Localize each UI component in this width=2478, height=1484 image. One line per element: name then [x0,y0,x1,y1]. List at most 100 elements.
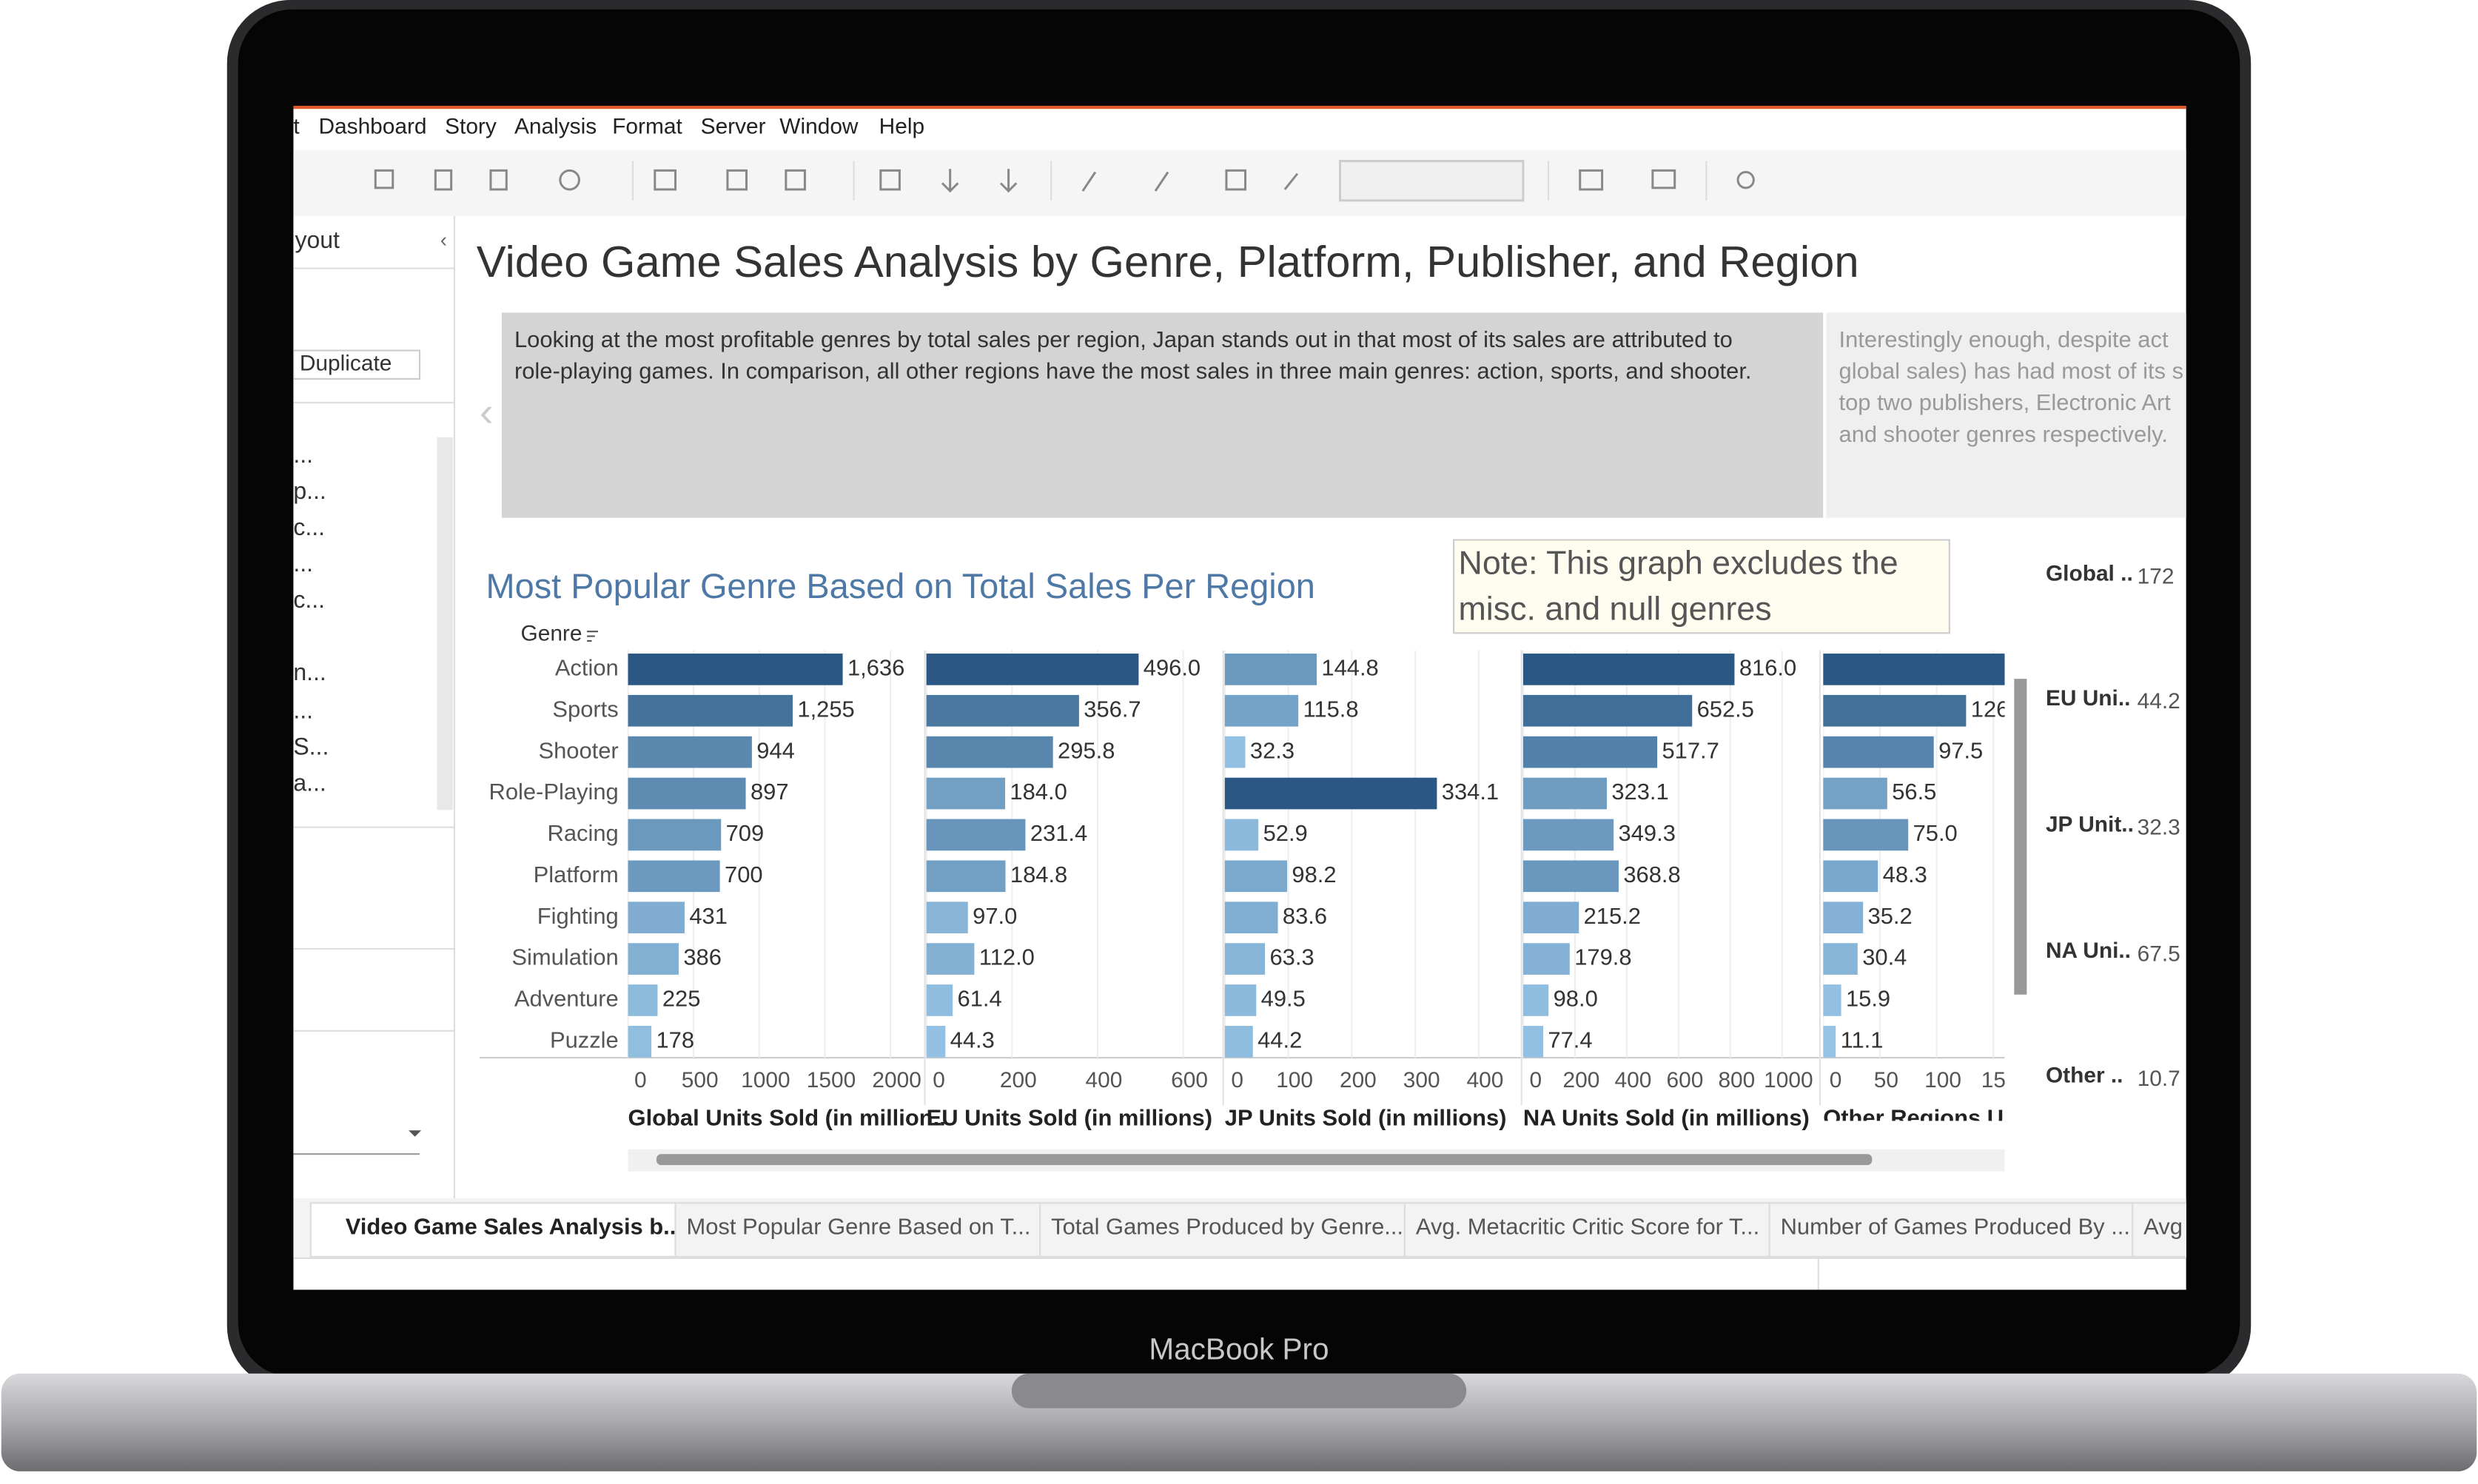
value-label: 295.8 [1058,737,1115,763]
icon [785,169,806,191]
bar [1522,736,1658,768]
menu-item[interactable]: Dashboard [318,115,426,139]
tab-label[interactable]: Video Game Sales Analysis b... [346,1214,682,1240]
x-axis-title: JP Units Sold (in millions) [1225,1104,1507,1130]
x-tick-label: 200 [1340,1068,1377,1092]
menu-item[interactable]: Help [879,115,924,139]
horizontal-scrollbar[interactable] [656,1154,1873,1166]
story-point[interactable] [1826,312,2186,518]
tab[interactable] [2132,1202,2195,1258]
menu-item[interactable]: t [293,115,300,139]
value-label: 944 [756,737,795,763]
x-tick-label: 400 [1615,1068,1652,1092]
value-label: 816.0 [1739,655,1796,681]
summary-label: NA Uni.. [2046,939,2131,963]
x-axis-title: NA Units Sold (in millions) [1523,1104,1810,1130]
x-tick-label: 0 [933,1068,945,1092]
icon [1154,171,1169,192]
menu-item[interactable]: Story [445,115,497,139]
story-line: role-playing games. In comparison, all o… [514,358,1752,384]
vertical-scrollbar[interactable] [2014,679,2027,995]
bar [1823,984,1841,1016]
menu-item[interactable]: Server [701,115,766,139]
y-tick-label: Platform [534,862,619,887]
duplicate-button[interactable] [293,349,421,380]
bar [628,943,679,975]
bar [628,736,752,768]
x-tick-label: 500 [682,1068,719,1092]
x-axis-title: Other Regions U.. [1823,1104,2016,1130]
bar [926,694,1079,727]
dropdown[interactable] [1339,160,1525,202]
sort-icon[interactable] [587,631,599,642]
value-label: 63.3 [1269,944,1314,970]
value-label: 56.5 [1892,779,1936,805]
value-label: 386 [683,944,722,970]
bar [628,654,843,685]
tab-label[interactable]: Total Games Produced by Genre... [1051,1214,1403,1240]
value-label: 48.3 [1883,862,1927,887]
tab-label[interactable]: Avg. Metacritic Critic Score for T... [1416,1214,1759,1240]
value-label: 431 [689,903,728,929]
tab[interactable] [1039,1202,1406,1258]
sidebar-item[interactable]: a... [293,770,326,796]
base-notch [1011,1373,1467,1409]
bar [1522,902,1579,934]
value-label: 517.7 [1662,737,1719,763]
sidebar-item[interactable]: c... [293,514,325,540]
duplicate-label[interactable]: Duplicate [300,352,392,376]
menu-item[interactable]: Analysis [514,115,597,139]
y-tick-label: Shooter [538,737,618,763]
bar [926,736,1053,768]
value-label: 61.4 [958,986,1002,1012]
value-label: 77.4 [1548,1027,1592,1053]
sidebar-item[interactable]: ... [293,550,313,577]
sidebar-item[interactable]: n... [293,659,326,685]
icon [879,169,901,191]
bar [1224,943,1266,975]
bar [628,777,746,810]
bar [1224,736,1246,768]
y-tick-label: Role-Playing [489,779,619,805]
note-box [1453,539,1950,634]
bar [628,694,793,727]
sidebar-item[interactable]: ... [293,441,313,468]
value-label: 98.0 [1554,986,1598,1012]
tab[interactable] [1768,1202,2134,1258]
tab[interactable] [309,1202,676,1258]
x-tick-label: 0 [634,1068,647,1092]
tab-label[interactable]: Avg [2143,1214,2183,1240]
summary-label: EU Uni.. [2046,686,2130,711]
sidebar-item[interactable]: p... [293,477,326,504]
menu-item[interactable]: Format [612,115,682,139]
y-tick-label: Action [555,655,619,681]
sidebar-item[interactable]: c... [293,586,325,613]
bar [1823,1026,1836,1058]
x-tick-label: 400 [1086,1068,1123,1092]
device-label: MacBook Pro [1149,1332,1329,1366]
bar [628,902,685,934]
story-prev[interactable]: ‹ [480,389,493,435]
tab[interactable] [1403,1202,1770,1258]
bar [1522,984,1549,1016]
bar [1823,819,1909,851]
bar [926,654,1139,685]
dropdown-arrow[interactable] [409,1130,422,1137]
sidebar-item[interactable]: ... [293,696,313,723]
summary-label: Other .. [2046,1064,2123,1088]
tab-label[interactable]: Number of Games Produced By ... [1781,1214,2130,1240]
menu-item[interactable]: Window [779,115,859,139]
bar [1522,819,1614,851]
story-panel: Interestingly enough, despite act global … [1839,326,2184,447]
bar [926,943,975,975]
x-tick-label: 600 [1171,1068,1208,1092]
x-axis-title: EU Units Sold (in millions) [927,1104,1212,1130]
collapse-arrow[interactable]: ‹ [440,229,447,252]
icon [941,169,959,193]
value-label: 184.8 [1010,862,1067,887]
story-point-active[interactable] [501,312,1824,518]
sidebar-scrollbar[interactable] [437,437,453,810]
sidebar-item[interactable]: S... [293,733,329,759]
tab-label[interactable]: Most Popular Genre Based on T... [686,1214,1030,1240]
value-label: 178 [656,1027,694,1053]
